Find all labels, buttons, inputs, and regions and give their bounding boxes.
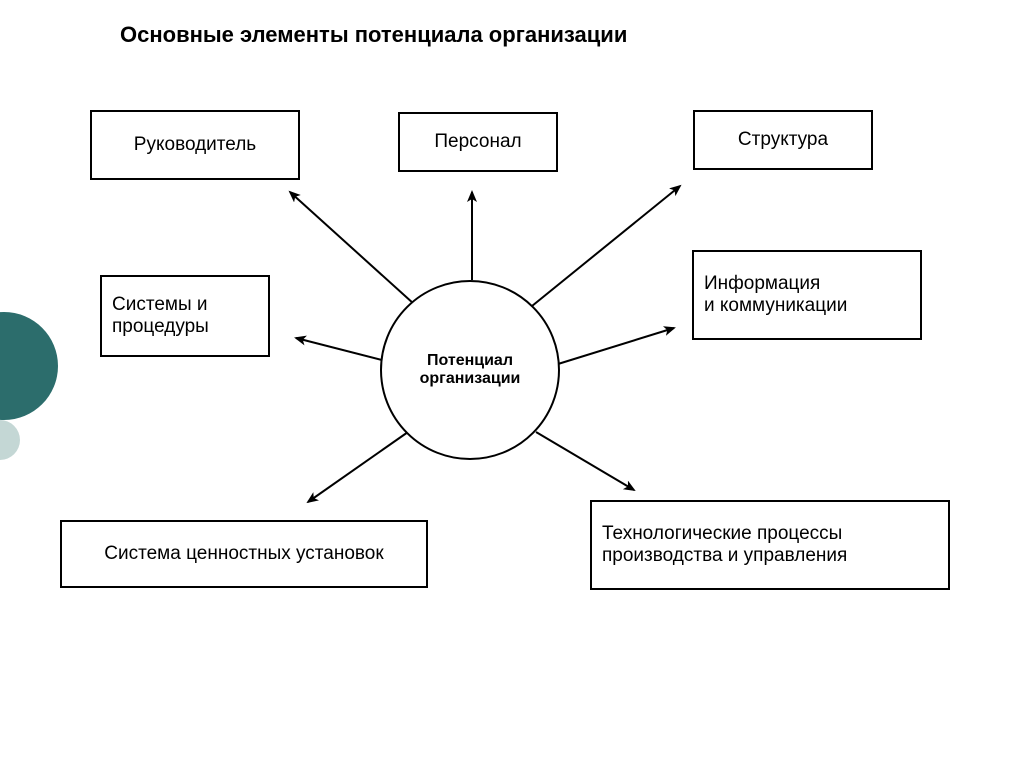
- node-staff: Персонал: [398, 112, 558, 172]
- arrow: [536, 432, 634, 490]
- arrow: [308, 432, 408, 502]
- node-info: Информация и коммуникации: [692, 250, 922, 340]
- arrow: [290, 192, 414, 304]
- diagram-title: Основные элементы потенциала организации: [120, 22, 627, 48]
- node-tech: Технологические процессы производства и …: [590, 500, 950, 590]
- node-leader: Руководитель: [90, 110, 300, 180]
- arrow: [558, 328, 674, 364]
- node-values: Система ценностных установок: [60, 520, 428, 588]
- node-systems: Системы и процедуры: [100, 275, 270, 357]
- accent-dot: [0, 312, 58, 420]
- accent-dot: [0, 420, 20, 460]
- node-structure: Структура: [693, 110, 873, 170]
- center-node: Потенциал организации: [380, 280, 560, 460]
- arrow: [532, 186, 680, 306]
- arrow: [296, 338, 382, 360]
